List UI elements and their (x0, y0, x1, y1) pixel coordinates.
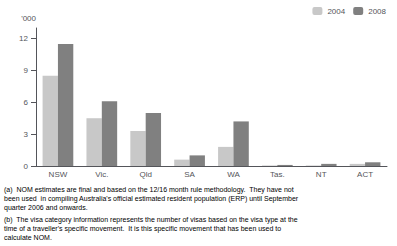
svg-text:calculate NOM.: calculate NOM. (4, 234, 52, 241)
svg-text:0: 0 (24, 162, 29, 171)
svg-text:Tas.: Tas. (270, 170, 285, 179)
svg-text:12: 12 (19, 34, 28, 43)
svg-text:NSW: NSW (49, 170, 68, 179)
svg-text:9: 9 (24, 66, 29, 75)
svg-text:Vic.: Vic. (95, 170, 108, 179)
svg-text:6: 6 (24, 98, 29, 107)
svg-text:(a) NOM estimates are final a: (a) NOM estimates are final and based on… (4, 186, 294, 194)
svg-text:been used in compiling Austra: been used in compiling Australia's offic… (4, 195, 299, 203)
svg-text:2008: 2008 (368, 7, 386, 16)
svg-text:WA: WA (227, 170, 240, 179)
svg-text:SA: SA (184, 170, 195, 179)
svg-text:Qld: Qld (139, 170, 151, 179)
svg-text:NT: NT (316, 170, 327, 179)
svg-text:'000: '000 (21, 14, 36, 23)
svg-text:(b) The visa category informa: (b) The visa category information repres… (4, 216, 298, 224)
svg-text:quarter 2006 and onwards.: quarter 2006 and onwards. (4, 204, 88, 212)
svg-text:ACT: ACT (357, 170, 373, 179)
svg-text:3: 3 (24, 130, 29, 139)
svg-text:time of a traveller's specific: time of a traveller's specific movement.… (4, 225, 281, 233)
svg-text:2004: 2004 (327, 7, 345, 16)
